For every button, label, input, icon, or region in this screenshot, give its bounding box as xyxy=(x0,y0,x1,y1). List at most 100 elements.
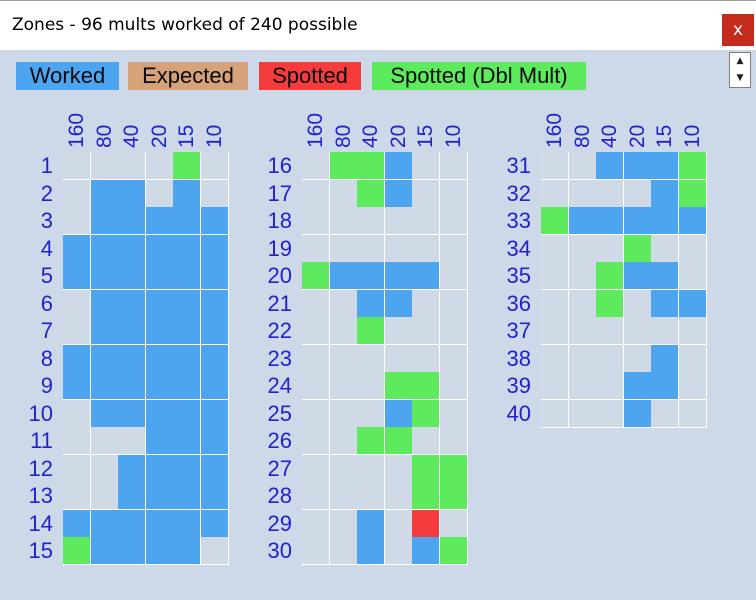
zone-band-cell[interactable] xyxy=(145,152,174,180)
zone-band-cell[interactable] xyxy=(118,482,146,510)
zone-band-cell[interactable] xyxy=(568,152,597,180)
zone-band-cell[interactable] xyxy=(412,344,440,373)
zone-band-cell[interactable] xyxy=(63,537,91,565)
zone-band-cell[interactable] xyxy=(63,344,91,373)
zone-band-cell[interactable] xyxy=(623,344,652,373)
zone-band-cell[interactable] xyxy=(357,372,385,400)
zone-band-cell[interactable] xyxy=(302,372,330,400)
zone-band-cell[interactable] xyxy=(173,372,201,400)
zone-band-cell[interactable] xyxy=(412,537,440,565)
zone-band-cell[interactable] xyxy=(63,207,91,235)
zone-band-cell[interactable] xyxy=(145,372,174,400)
zone-band-cell[interactable] xyxy=(118,262,146,290)
zone-band-cell[interactable] xyxy=(596,344,624,373)
zone-band-cell[interactable] xyxy=(145,207,174,235)
zone-band-cell[interactable] xyxy=(145,262,174,290)
zone-band-cell[interactable] xyxy=(384,509,413,538)
zone-band-cell[interactable] xyxy=(302,317,330,345)
zone-band-cell[interactable] xyxy=(302,179,330,208)
zone-band-cell[interactable] xyxy=(541,344,569,373)
zone-band-cell[interactable] xyxy=(623,262,652,290)
zone-band-cell[interactable] xyxy=(145,289,174,318)
zone-band-cell[interactable] xyxy=(439,454,468,483)
zone-band-cell[interactable] xyxy=(63,262,91,290)
zone-band-cell[interactable] xyxy=(678,262,707,290)
zone-band-cell[interactable] xyxy=(90,262,119,290)
zone-band-cell[interactable] xyxy=(596,289,624,318)
vertical-scrollbar[interactable]: ▲ ▼ xyxy=(729,52,751,88)
zone-band-cell[interactable] xyxy=(384,372,413,400)
zone-band-cell[interactable] xyxy=(384,234,413,263)
zone-band-cell[interactable] xyxy=(173,262,201,290)
zone-band-cell[interactable] xyxy=(412,454,440,483)
zone-band-cell[interactable] xyxy=(90,289,119,318)
zone-band-cell[interactable] xyxy=(90,207,119,235)
zone-band-cell[interactable] xyxy=(439,537,468,565)
zone-band-cell[interactable] xyxy=(651,234,679,263)
zone-band-cell[interactable] xyxy=(357,317,385,345)
zone-band-cell[interactable] xyxy=(439,179,468,208)
zone-band-cell[interactable] xyxy=(145,537,174,565)
zone-band-cell[interactable] xyxy=(145,234,174,263)
zone-band-cell[interactable] xyxy=(145,427,174,455)
zone-band-cell[interactable] xyxy=(90,482,119,510)
zone-band-cell[interactable] xyxy=(90,399,119,428)
zone-band-cell[interactable] xyxy=(623,152,652,180)
zone-band-cell[interactable] xyxy=(439,482,468,510)
zone-band-cell[interactable] xyxy=(329,482,358,510)
zone-band-cell[interactable] xyxy=(63,509,91,538)
zone-band-cell[interactable] xyxy=(329,509,358,538)
zone-band-cell[interactable] xyxy=(357,454,385,483)
zone-band-cell[interactable] xyxy=(357,234,385,263)
zone-band-cell[interactable] xyxy=(568,317,597,345)
zone-band-cell[interactable] xyxy=(145,179,174,208)
zone-band-cell[interactable] xyxy=(678,399,707,428)
zone-band-cell[interactable] xyxy=(90,179,119,208)
zone-band-cell[interactable] xyxy=(200,427,229,455)
zone-band-cell[interactable] xyxy=(623,234,652,263)
zone-band-cell[interactable] xyxy=(302,234,330,263)
zone-band-cell[interactable] xyxy=(651,317,679,345)
zone-band-cell[interactable] xyxy=(90,344,119,373)
zone-band-cell[interactable] xyxy=(118,234,146,263)
zone-band-cell[interactable] xyxy=(302,262,330,290)
zone-band-cell[interactable] xyxy=(384,454,413,483)
zone-band-cell[interactable] xyxy=(412,179,440,208)
zone-band-cell[interactable] xyxy=(90,454,119,483)
zone-band-cell[interactable] xyxy=(651,372,679,400)
zone-band-cell[interactable] xyxy=(90,537,119,565)
zone-band-cell[interactable] xyxy=(63,317,91,345)
zone-band-cell[interactable] xyxy=(357,289,385,318)
zone-band-cell[interactable] xyxy=(541,234,569,263)
zone-band-cell[interactable] xyxy=(302,482,330,510)
zone-band-cell[interactable] xyxy=(63,179,91,208)
zone-band-cell[interactable] xyxy=(568,179,597,208)
zone-band-cell[interactable] xyxy=(596,399,624,428)
zone-band-cell[interactable] xyxy=(439,262,468,290)
zone-band-cell[interactable] xyxy=(412,509,440,538)
zone-band-cell[interactable] xyxy=(302,427,330,455)
zone-band-cell[interactable] xyxy=(173,537,201,565)
zone-band-cell[interactable] xyxy=(412,152,440,180)
zone-band-cell[interactable] xyxy=(329,344,358,373)
zone-band-cell[interactable] xyxy=(302,537,330,565)
zone-band-cell[interactable] xyxy=(678,289,707,318)
zone-band-cell[interactable] xyxy=(439,317,468,345)
zone-band-cell[interactable] xyxy=(623,317,652,345)
zone-band-cell[interactable] xyxy=(200,454,229,483)
zone-band-cell[interactable] xyxy=(623,399,652,428)
zone-band-cell[interactable] xyxy=(678,317,707,345)
zone-band-cell[interactable] xyxy=(145,482,174,510)
zone-band-cell[interactable] xyxy=(568,372,597,400)
zone-band-cell[interactable] xyxy=(145,317,174,345)
zone-band-cell[interactable] xyxy=(357,179,385,208)
zone-band-cell[interactable] xyxy=(439,509,468,538)
zone-band-cell[interactable] xyxy=(541,152,569,180)
zone-band-cell[interactable] xyxy=(651,399,679,428)
zone-band-cell[interactable] xyxy=(329,454,358,483)
zone-band-cell[interactable] xyxy=(200,482,229,510)
zone-band-cell[interactable] xyxy=(329,262,358,290)
zone-band-cell[interactable] xyxy=(651,179,679,208)
zone-band-cell[interactable] xyxy=(651,289,679,318)
zone-band-cell[interactable] xyxy=(568,399,597,428)
